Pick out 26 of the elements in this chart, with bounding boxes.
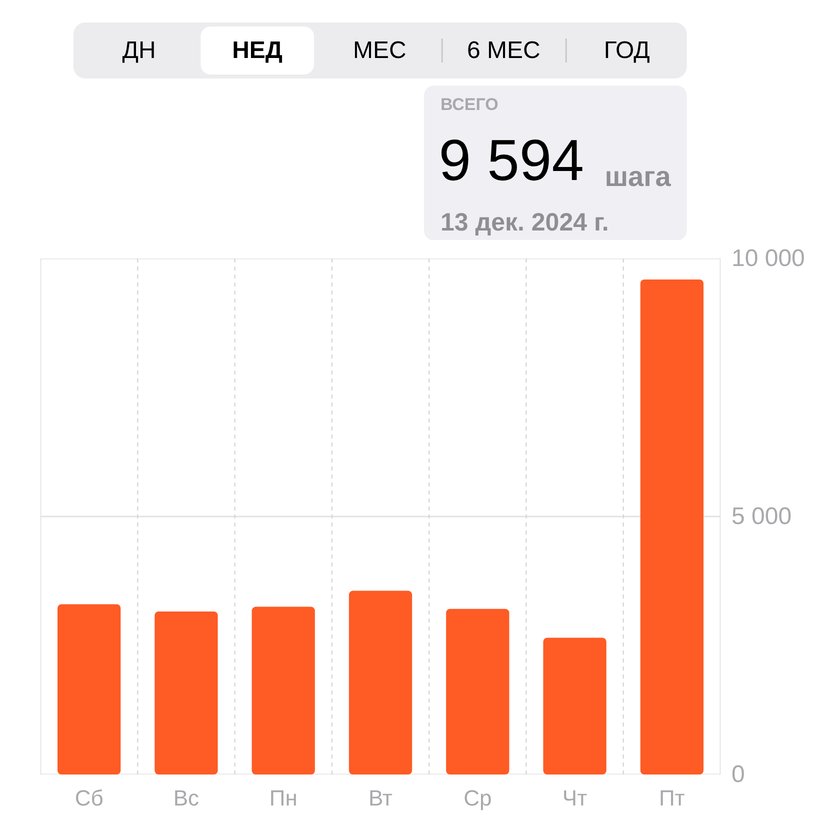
bar bbox=[446, 608, 510, 774]
x-tick-label: Пт bbox=[658, 786, 685, 810]
text: 6 МЕС bbox=[467, 37, 540, 64]
text: шага bbox=[604, 161, 672, 192]
y-tick-label: 0 bbox=[732, 761, 745, 788]
text: 9 594 bbox=[438, 128, 584, 193]
text: ВСЕГО bbox=[440, 95, 498, 114]
text: 13 дек. 2024 г. bbox=[440, 208, 609, 236]
x-tick-label: Ср bbox=[464, 786, 492, 810]
bar bbox=[154, 611, 218, 774]
bar bbox=[252, 606, 315, 774]
y-tick-label: 10 000 bbox=[732, 245, 805, 272]
x-tick-label: Чт bbox=[562, 786, 588, 810]
x-tick-label: Сб bbox=[74, 786, 104, 810]
y-tick-label: 5 000 bbox=[732, 503, 792, 530]
x-tick-label: Вт bbox=[368, 786, 393, 810]
x-tick-label: Вс bbox=[173, 786, 200, 810]
bar bbox=[543, 638, 606, 774]
text: НЕД bbox=[232, 37, 283, 64]
x-tick-label: Пн bbox=[269, 786, 298, 810]
bar bbox=[348, 590, 412, 774]
text: ДН bbox=[122, 37, 156, 64]
bar bbox=[640, 279, 704, 774]
bar bbox=[58, 604, 121, 774]
text: МЕС bbox=[353, 37, 406, 64]
text: ГОД bbox=[604, 37, 650, 64]
